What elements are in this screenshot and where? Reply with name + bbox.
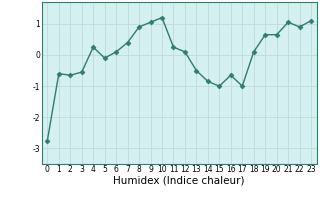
X-axis label: Humidex (Indice chaleur): Humidex (Indice chaleur): [114, 176, 245, 186]
